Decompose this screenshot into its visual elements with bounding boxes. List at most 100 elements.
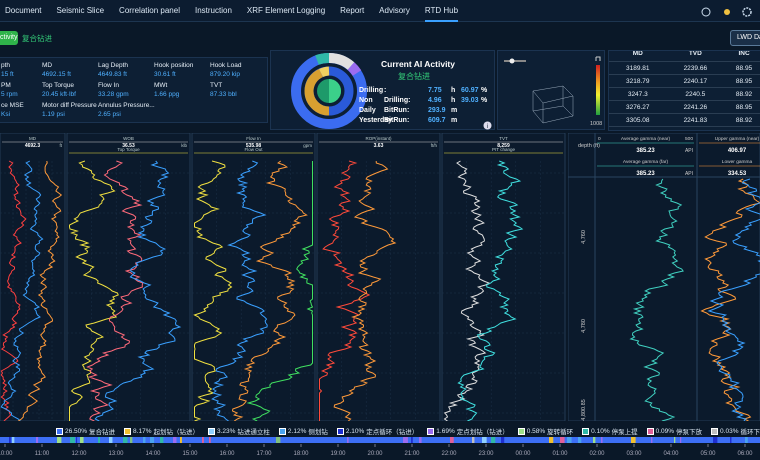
table-cell: 88.92 xyxy=(724,113,760,127)
info-icon[interactable]: i xyxy=(483,121,492,130)
nav-item[interactable]: Correlation panel xyxy=(119,5,180,15)
cube-view xyxy=(504,56,601,124)
legend-item[interactable]: 0.03%循环下放 xyxy=(711,426,760,436)
ai-row-text: Yesterday xyxy=(359,117,393,124)
table-row: 3333.382242.3788.92 xyxy=(609,126,760,130)
timeline-tick-label: 00:00 xyxy=(515,451,531,457)
timeline-segment xyxy=(209,437,211,443)
ai-row-text: 4.96 xyxy=(428,97,442,104)
ai-row-text: 7.75 xyxy=(428,87,442,94)
timeline-segment xyxy=(593,437,596,443)
legend-item[interactable]: 2.10% 定点循环（钻进） xyxy=(336,426,418,436)
ai-row-text: m xyxy=(451,117,458,124)
timeline-segment xyxy=(292,437,297,443)
log-curve xyxy=(457,160,524,421)
nav-item[interactable]: Seismic Slice xyxy=(56,5,105,15)
nav-item[interactable]: Document xyxy=(5,5,42,15)
legend-pct: 26.50% xyxy=(65,427,88,435)
table-cell: 2242.37 xyxy=(666,126,725,130)
table-cell: 3333.38 xyxy=(609,126,667,130)
timeline-segment xyxy=(130,437,133,443)
timeline-segment xyxy=(173,437,177,443)
activity-button[interactable]: ctivity xyxy=(0,31,18,45)
table-row: 3189.81 2239.66 88.95 xyxy=(609,61,760,75)
depth-tick-label: 4,780 xyxy=(581,319,587,333)
lwd-button[interactable]: LWD Da xyxy=(730,30,760,46)
legend-swatch xyxy=(278,427,286,435)
track-bg xyxy=(0,133,66,421)
gamma-value: 406.97 xyxy=(728,148,747,154)
nav-item[interactable]: Instruction xyxy=(194,5,232,15)
table-cell: 3218.79 xyxy=(609,74,667,88)
legend-label: 起划钻（钻进） xyxy=(153,429,199,436)
header-unit: gpm xyxy=(303,143,312,148)
header-unit: klb xyxy=(181,143,187,148)
table-cell: 88.95 xyxy=(724,74,760,88)
legend-item[interactable]: 8.17% 起划钻（钻进） xyxy=(124,426,199,436)
legend-item[interactable]: 3.23% 钻进通立柱 xyxy=(207,426,270,436)
ai-row-text: Daily xyxy=(359,107,376,114)
header-name: WOB xyxy=(123,136,134,141)
legend-item[interactable]: 26.50% 复合钻进 xyxy=(56,426,115,436)
table-cell: 3276.27 xyxy=(609,100,667,114)
header-value: 8,259 xyxy=(497,143,510,149)
timeline-tick-label: 18:00 xyxy=(293,451,309,457)
timeline-segment xyxy=(560,437,565,443)
timeline-segment xyxy=(109,437,113,443)
metric-label: Hook Load xyxy=(210,62,242,69)
metric-label: Hook position xyxy=(154,62,194,69)
legend-pct: 3.23% xyxy=(216,427,236,435)
timeline-segment xyxy=(123,437,128,443)
metric-label: ce MSE xyxy=(1,102,24,109)
table-cell: 88.92 xyxy=(724,126,760,130)
header-value: 4692.3 xyxy=(25,143,41,149)
gamma-name: Average gamma (near) xyxy=(621,136,671,142)
header-value: 3.63 xyxy=(374,143,384,149)
svg-text:i: i xyxy=(487,124,488,130)
ai-row-text: BitRun: xyxy=(384,117,410,124)
nav-bar: Document Seismic Slice Correlation panel In… xyxy=(0,0,760,22)
track-bg xyxy=(66,133,191,421)
metric-label: TVT xyxy=(210,82,223,89)
metric-value: 1.19 psi xyxy=(42,111,65,118)
depth-title: depth (ft) xyxy=(578,143,600,149)
activity-state: 复合钻进 xyxy=(22,34,52,43)
nav-item[interactable]: RTD Hub xyxy=(424,0,459,22)
timeline-segment xyxy=(334,437,337,443)
legend-item[interactable]: 0.10% 停泵上提 xyxy=(582,426,638,436)
legend-item[interactable]: 0.09% 停泵下放 xyxy=(646,426,702,436)
timeline-segment xyxy=(347,437,349,443)
nav-item[interactable]: XRF Element Logging xyxy=(246,5,326,15)
nav-item[interactable]: Advisory xyxy=(379,5,410,15)
metric-value: 5 rpm xyxy=(1,91,18,98)
survey-table-panel: MD TVD INC 3189.81 2239.66 88.95 3218.79 2240.1… xyxy=(608,50,760,131)
timeline-tick-label: 22:00 xyxy=(441,451,457,457)
legend-swatch xyxy=(427,427,435,435)
metric-label: Motor diff Pressure xyxy=(42,102,97,109)
nav-item[interactable]: Report xyxy=(340,5,365,15)
ai-row-text: : xyxy=(384,87,387,94)
timeline-segment xyxy=(365,437,370,443)
ai-row-text: 39.03 xyxy=(461,97,479,104)
header-name: Top Torque xyxy=(117,147,140,152)
nav-icons xyxy=(701,7,752,17)
log-curve xyxy=(707,178,760,421)
timeline-segment xyxy=(403,437,408,443)
legend-swatch xyxy=(207,427,215,435)
legend-item[interactable]: 2.12% 侧划钻 xyxy=(278,426,328,436)
legend-item[interactable]: 0.58% 旋转循环 xyxy=(517,426,573,436)
header-value: 535.98 xyxy=(246,143,262,149)
metric-value: 4649.83 ft xyxy=(98,71,127,78)
timeline-segment xyxy=(674,437,676,443)
legend-item[interactable]: 1.69% 定点划钻（钻进） xyxy=(427,426,509,436)
legend-pct: 1.69% xyxy=(436,427,455,435)
ai-row-text: 60.97 xyxy=(461,87,479,94)
timeline-tick-label: 10:00 xyxy=(0,451,13,457)
table-cell: 2239.66 xyxy=(666,61,725,75)
log-curve xyxy=(0,160,27,421)
timeline-tick-label: 20:00 xyxy=(367,451,383,457)
table-row: 3276.27 2241.26 88.95 xyxy=(609,100,760,114)
gamma-value: 385.23 xyxy=(636,148,655,154)
timeline-segment xyxy=(680,437,682,443)
